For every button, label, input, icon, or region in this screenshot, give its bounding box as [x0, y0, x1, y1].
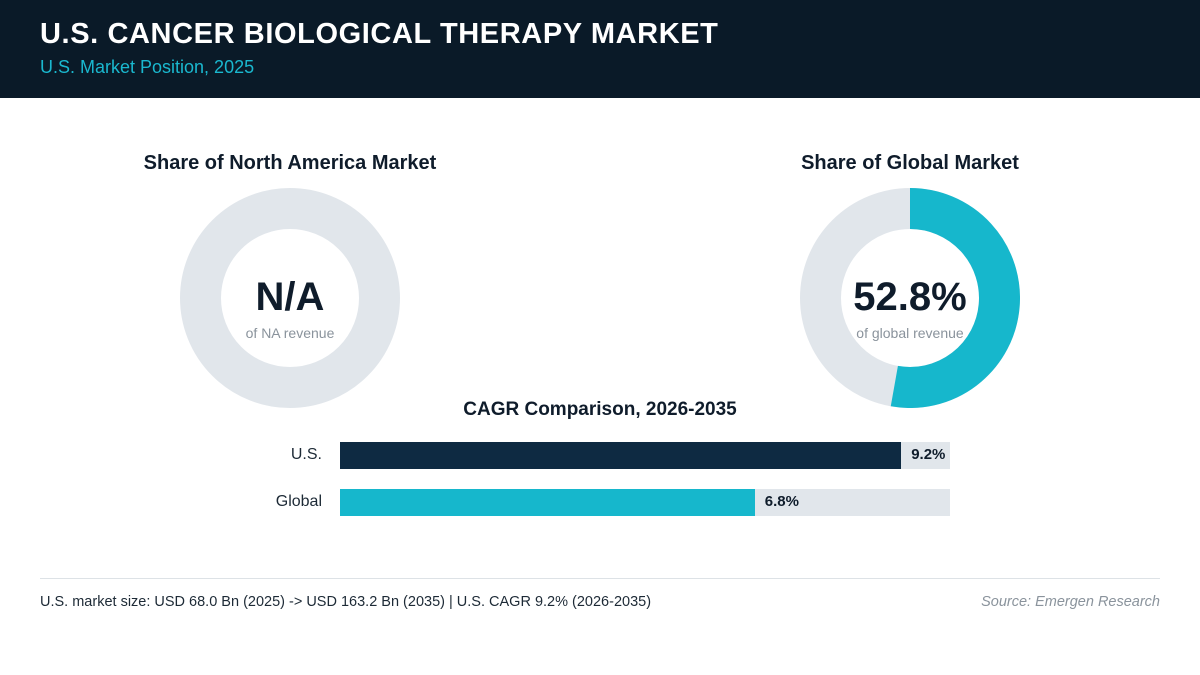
bar-track-us: 9.2% — [340, 442, 950, 469]
global-share-title: Share of Global Market — [801, 152, 1019, 174]
global-share-value: 52.8% — [853, 275, 967, 319]
bar-label-global: Global — [275, 493, 322, 510]
page-title: U.S. CANCER BIOLOGICAL THERAPY MARKET — [40, 18, 719, 50]
source-credit: Source: Emergen Research — [981, 594, 1160, 610]
na-share-donut — [180, 188, 400, 408]
na-share-value: N/A — [255, 275, 325, 319]
footer-divider — [40, 578, 1160, 579]
global-donut-arc — [890, 188, 1020, 408]
page-subtitle: U.S. Market Position, 2025 — [40, 57, 255, 77]
bar-global — [340, 489, 755, 516]
global-share-caption: of global revenue — [856, 325, 964, 341]
global-share-donut — [800, 188, 1020, 408]
bar-value-global: 6.8% — [764, 493, 799, 510]
market-size-note: U.S. market size: USD 68.0 Bn (2025) -> … — [40, 594, 652, 610]
na-share-title: Share of North America Market — [143, 152, 437, 174]
na-share-caption: of NA revenue — [245, 325, 335, 341]
bar-track-global: 6.8% — [340, 489, 950, 516]
na-donut-track — [180, 188, 400, 408]
bar-label-us: U.S. — [290, 446, 322, 463]
header-banner: U.S. CANCER BIOLOGICAL THERAPY MARKET U.… — [0, 0, 1200, 98]
cagr-chart-title: CAGR Comparison, 2026-2035 — [463, 399, 737, 420]
bar-value-us: 9.2% — [911, 446, 946, 463]
bar-us — [340, 442, 902, 469]
